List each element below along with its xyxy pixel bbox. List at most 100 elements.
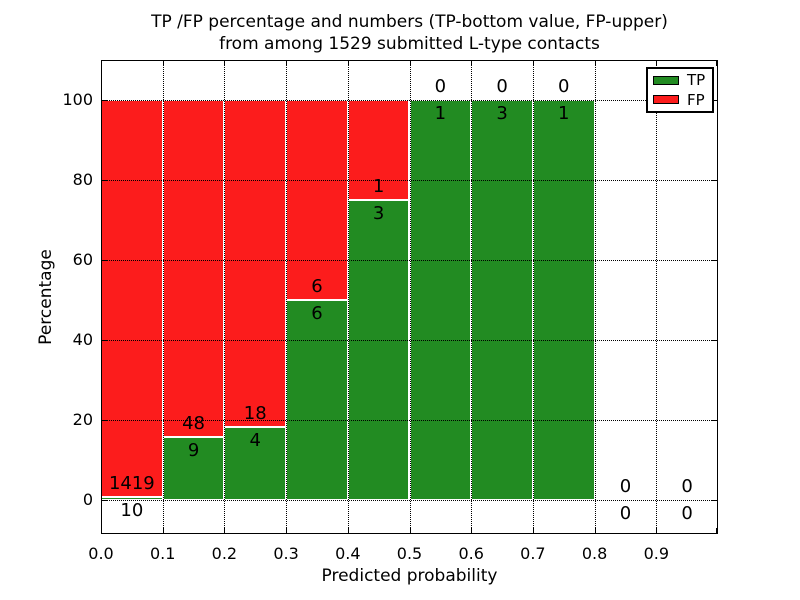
axis-tick-y: [101, 340, 107, 341]
axis-tick-x: [716, 60, 717, 66]
axis-tick-y: [101, 420, 107, 421]
annotation-tp-count: 0: [619, 503, 632, 524]
axis-tick-x: [162, 60, 164, 66]
bar-segment-tp: [347, 200, 410, 500]
annotation-tp-count: 1: [558, 103, 570, 124]
x-axis-label: Predicted probability: [321, 566, 498, 586]
annotation-fp-count: 18: [243, 403, 267, 425]
axis-tick-x: [594, 528, 596, 534]
legend-swatch-fp: [653, 95, 679, 105]
axis-tick-x: [101, 528, 102, 534]
legend-label: FP: [687, 90, 705, 109]
axis-tick-x: [471, 60, 473, 66]
annotation-tp-count: 3: [496, 103, 508, 124]
axis-tick-x: [656, 60, 658, 66]
bar-segment-tp: [471, 100, 533, 500]
gridline-vertical: [471, 60, 473, 534]
chart-title: TP /FP percentage and numbers (TP-bottom…: [101, 11, 718, 55]
x-tick-label: 0.3: [273, 544, 299, 563]
axis-tick-x: [409, 528, 411, 534]
annotation-fp-count: 48: [182, 412, 205, 434]
legend-label: TP: [687, 71, 706, 90]
y-tick-label: 60: [72, 250, 93, 269]
axis-tick-y: [101, 100, 107, 101]
axis-tick-x: [532, 528, 534, 534]
y-tick-label: 40: [72, 330, 93, 349]
bar-segment-fp: [162, 100, 225, 437]
axis-tick-x: [162, 528, 164, 534]
x-tick-label: 0.4: [335, 544, 361, 563]
bar-segment-fp: [224, 100, 287, 428]
chart-title-line2: from among 1529 submitted L-type contact…: [219, 34, 600, 54]
bar-segment-fp: [286, 100, 348, 300]
legend: TP FP: [646, 67, 714, 113]
axis-tick-y: [712, 260, 718, 261]
y-tick-label: 100: [62, 90, 93, 109]
plot-area: 1419 10 48 9 18 4 6 6 1 3 0 1 0 3 0 1 0 0 0 0: [101, 60, 718, 534]
axis-tick-y: [712, 180, 718, 181]
axis-tick-x: [347, 528, 349, 534]
annotation-tp-count: 3: [372, 203, 385, 224]
bar-segment-tp: [162, 436, 225, 500]
annotation-fp-count: 0: [619, 476, 632, 497]
bar-segment-tp: [224, 427, 287, 500]
gridline-vertical: [532, 60, 534, 534]
bar-segment-tp: [532, 100, 595, 500]
x-tick-label: 0.6: [458, 544, 484, 563]
annotation-tp-count: 6: [311, 303, 323, 324]
axis-tick-x: [716, 528, 717, 534]
x-tick-label: 0.7: [520, 544, 546, 563]
annotation-tp-count: 0: [681, 503, 693, 524]
axis-tick-y: [712, 420, 718, 421]
annotation-tp-count: 1: [434, 103, 447, 124]
axis-tick-x: [286, 60, 288, 66]
y-tick-label: 20: [72, 410, 93, 429]
bar-segment-tp: [286, 300, 348, 500]
axis-tick-x: [347, 60, 349, 66]
axis-tick-x: [656, 528, 658, 534]
chart-title-line1: TP /FP percentage and numbers (TP-bottom…: [151, 12, 668, 32]
axis-tick-x: [224, 60, 226, 66]
bar-segment-tp: [409, 100, 472, 500]
x-tick-label: 0.8: [581, 544, 608, 563]
annotation-fp-count: 6: [311, 276, 323, 297]
legend-row: TP: [653, 72, 707, 88]
annotation-fp-count: 0: [496, 76, 508, 97]
legend-row: FP: [653, 92, 707, 108]
annotation-fp-count: 1: [372, 176, 385, 197]
axis-tick-x: [286, 528, 288, 534]
annotation-fp-count: 0: [434, 76, 447, 97]
axis-tick-y: [712, 340, 718, 341]
axis-tick-y: [712, 100, 718, 101]
axis-tick-y: [101, 500, 107, 501]
annotation-fp-count: 0: [681, 476, 693, 497]
axis-tick-x: [224, 528, 226, 534]
axis-tick-x: [471, 528, 473, 534]
x-tick-label: 0.0: [88, 544, 114, 563]
y-tick-label: 0: [82, 490, 93, 509]
axis-tick-x: [101, 60, 102, 66]
annotation-tp-count: 10: [120, 500, 144, 522]
x-tick-label: 0.9: [643, 544, 670, 563]
axis-tick-x: [594, 60, 596, 66]
y-tick-label: 80: [72, 170, 93, 189]
gridline-vertical: [409, 60, 411, 534]
annotation-tp-count: 4: [249, 430, 261, 452]
axis-tick-y: [712, 500, 718, 501]
gridline-vertical: [656, 60, 658, 534]
axis-tick-x: [409, 60, 411, 66]
axis-tick-y: [101, 260, 107, 261]
x-tick-label: 0.5: [396, 544, 423, 563]
bar-segment-fp: [101, 100, 163, 498]
annotation-fp-count: 0: [558, 76, 570, 97]
axis-tick-y: [101, 180, 107, 181]
x-tick-label: 0.1: [149, 544, 176, 563]
bar-segment-fp: [347, 100, 410, 200]
x-tick-label: 0.2: [211, 544, 238, 563]
gridline-vertical: [594, 60, 596, 534]
gridline-vertical: [347, 60, 349, 534]
axis-tick-x: [532, 60, 534, 66]
annotation-tp-count: 9: [187, 439, 200, 461]
gridline-vertical: [286, 60, 288, 534]
